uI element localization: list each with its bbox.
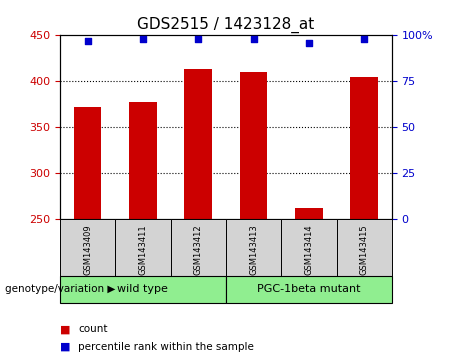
Text: percentile rank within the sample: percentile rank within the sample xyxy=(78,342,254,352)
Point xyxy=(361,36,368,42)
Text: GSM143412: GSM143412 xyxy=(194,224,203,275)
Bar xyxy=(129,102,157,219)
Text: ■: ■ xyxy=(60,324,71,334)
Text: GSM143409: GSM143409 xyxy=(83,224,92,275)
Bar xyxy=(240,72,267,219)
Bar xyxy=(226,219,281,280)
Point xyxy=(84,38,91,44)
Bar xyxy=(350,77,378,219)
Text: genotype/variation ▶: genotype/variation ▶ xyxy=(5,284,115,294)
Text: ■: ■ xyxy=(60,342,71,352)
Text: GSM143415: GSM143415 xyxy=(360,224,369,275)
Point xyxy=(305,40,313,46)
Bar xyxy=(60,219,115,280)
Bar xyxy=(337,219,392,280)
Point xyxy=(250,36,257,42)
Bar xyxy=(74,107,101,219)
Bar xyxy=(226,276,392,303)
Text: GSM143413: GSM143413 xyxy=(249,224,258,275)
Bar xyxy=(115,219,171,280)
Text: count: count xyxy=(78,324,108,334)
Text: wild type: wild type xyxy=(118,284,168,295)
Bar xyxy=(171,219,226,280)
Bar xyxy=(295,207,323,219)
Text: GSM143414: GSM143414 xyxy=(304,224,313,275)
Point xyxy=(139,36,147,42)
Point xyxy=(195,36,202,42)
Text: GSM143411: GSM143411 xyxy=(138,224,148,275)
Text: PGC-1beta mutant: PGC-1beta mutant xyxy=(257,284,361,295)
Title: GDS2515 / 1423128_at: GDS2515 / 1423128_at xyxy=(137,16,314,33)
Bar xyxy=(281,219,337,280)
Bar xyxy=(184,69,212,219)
Bar xyxy=(60,276,226,303)
